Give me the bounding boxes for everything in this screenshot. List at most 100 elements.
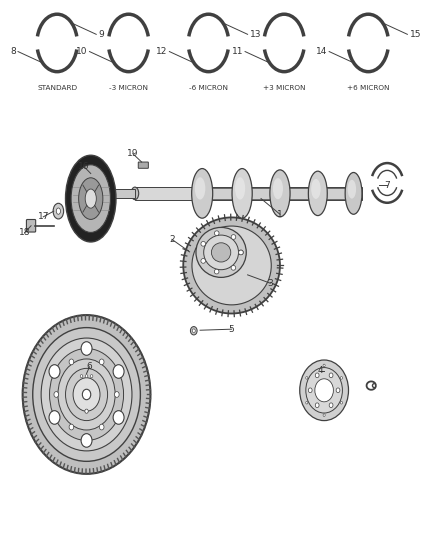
Ellipse shape	[114, 392, 119, 397]
Text: 12: 12	[156, 47, 167, 56]
Ellipse shape	[300, 360, 349, 421]
Ellipse shape	[239, 250, 243, 255]
Text: +6 MICRON: +6 MICRON	[347, 85, 389, 91]
Text: 3: 3	[268, 279, 273, 288]
Ellipse shape	[99, 359, 104, 365]
Ellipse shape	[201, 259, 205, 263]
Ellipse shape	[191, 327, 197, 335]
Ellipse shape	[82, 389, 91, 400]
Text: +3 MICRON: +3 MICRON	[263, 85, 305, 91]
Ellipse shape	[54, 392, 59, 397]
Polygon shape	[325, 188, 348, 199]
Ellipse shape	[345, 173, 362, 214]
Text: 1: 1	[277, 210, 283, 219]
Polygon shape	[209, 188, 235, 199]
Ellipse shape	[201, 241, 205, 246]
Ellipse shape	[71, 165, 110, 232]
Ellipse shape	[235, 177, 245, 199]
Ellipse shape	[231, 235, 236, 239]
Ellipse shape	[329, 373, 333, 378]
Ellipse shape	[315, 373, 319, 378]
Text: 18: 18	[19, 228, 31, 237]
Ellipse shape	[85, 409, 88, 413]
Text: 13: 13	[250, 30, 261, 39]
Ellipse shape	[79, 178, 103, 220]
Ellipse shape	[49, 410, 60, 424]
Ellipse shape	[99, 424, 104, 430]
Text: 8: 8	[10, 47, 16, 56]
Ellipse shape	[340, 377, 343, 379]
Ellipse shape	[183, 217, 280, 313]
Text: 14: 14	[316, 47, 327, 56]
Ellipse shape	[192, 226, 271, 305]
Ellipse shape	[195, 177, 205, 199]
Ellipse shape	[113, 365, 124, 378]
Text: 6: 6	[87, 362, 92, 372]
Text: 2: 2	[169, 235, 175, 244]
Ellipse shape	[306, 368, 343, 413]
Text: 9: 9	[98, 30, 104, 39]
Text: STANDARD: STANDARD	[37, 85, 77, 91]
Ellipse shape	[69, 424, 74, 430]
Polygon shape	[287, 188, 311, 199]
Text: 5: 5	[229, 325, 234, 334]
Text: 10: 10	[76, 47, 88, 56]
Ellipse shape	[308, 171, 327, 215]
Ellipse shape	[340, 401, 343, 404]
Text: 15: 15	[410, 30, 421, 39]
Ellipse shape	[73, 378, 100, 411]
Ellipse shape	[231, 265, 236, 270]
Ellipse shape	[214, 269, 219, 274]
Text: -6 MICRON: -6 MICRON	[189, 85, 228, 91]
Text: -3 MICRON: -3 MICRON	[109, 85, 148, 91]
Ellipse shape	[232, 168, 252, 218]
Ellipse shape	[192, 329, 195, 333]
Ellipse shape	[113, 410, 124, 424]
Text: 4: 4	[317, 367, 323, 375]
Ellipse shape	[323, 414, 325, 416]
Ellipse shape	[204, 235, 239, 270]
Text: 19: 19	[127, 149, 138, 158]
Text: 7: 7	[384, 181, 390, 190]
Ellipse shape	[85, 189, 96, 208]
Ellipse shape	[315, 379, 333, 402]
Ellipse shape	[66, 368, 108, 421]
Ellipse shape	[323, 364, 325, 367]
Ellipse shape	[81, 342, 92, 356]
Ellipse shape	[80, 375, 83, 378]
Ellipse shape	[49, 349, 124, 440]
Ellipse shape	[196, 228, 246, 277]
Ellipse shape	[56, 208, 60, 214]
Polygon shape	[249, 188, 273, 199]
Ellipse shape	[239, 250, 243, 255]
Text: 11: 11	[231, 47, 243, 56]
Ellipse shape	[306, 401, 308, 404]
Ellipse shape	[348, 180, 356, 199]
Ellipse shape	[58, 359, 115, 430]
Ellipse shape	[69, 359, 74, 365]
Ellipse shape	[66, 155, 116, 242]
Ellipse shape	[306, 377, 308, 379]
Ellipse shape	[214, 231, 219, 236]
Ellipse shape	[49, 365, 60, 378]
Polygon shape	[135, 187, 362, 200]
Text: 16: 16	[78, 161, 89, 171]
Ellipse shape	[53, 203, 64, 219]
Ellipse shape	[33, 328, 140, 462]
FancyBboxPatch shape	[138, 162, 148, 168]
Ellipse shape	[41, 338, 132, 451]
Ellipse shape	[212, 243, 231, 262]
Ellipse shape	[329, 403, 333, 408]
Ellipse shape	[308, 388, 312, 393]
Ellipse shape	[85, 375, 88, 378]
Ellipse shape	[336, 388, 340, 393]
Ellipse shape	[273, 178, 283, 199]
Ellipse shape	[311, 179, 321, 199]
Text: 17: 17	[38, 212, 49, 221]
Polygon shape	[110, 189, 135, 198]
FancyBboxPatch shape	[26, 220, 35, 232]
Ellipse shape	[192, 168, 213, 218]
Ellipse shape	[131, 187, 139, 200]
Ellipse shape	[90, 375, 93, 378]
Ellipse shape	[81, 434, 92, 447]
